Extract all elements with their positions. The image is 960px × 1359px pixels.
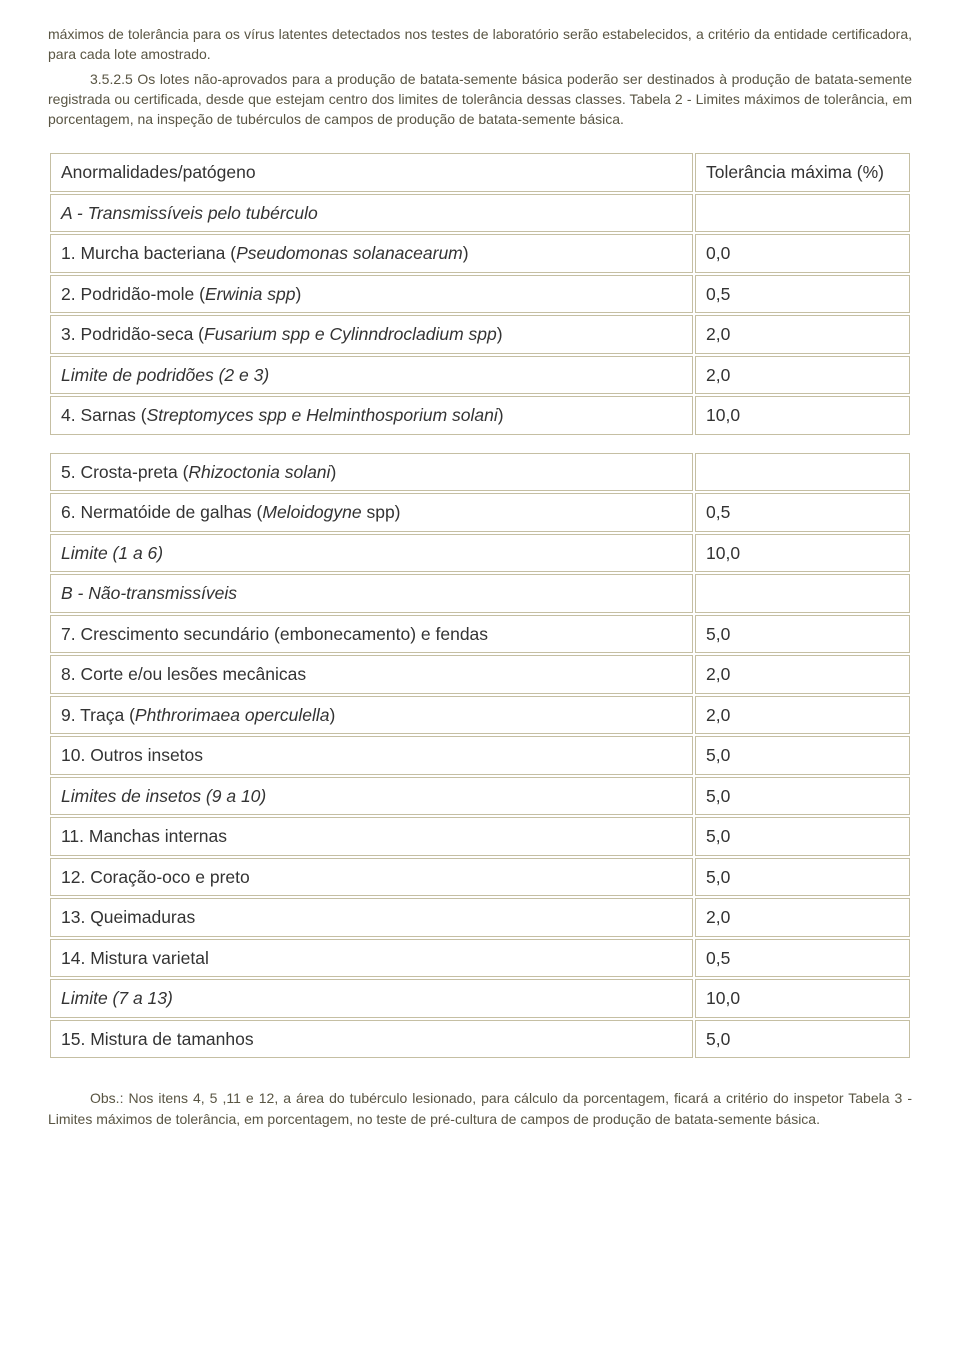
table-cell-label: 11. Manchas internas bbox=[50, 817, 693, 856]
table-cell-label: 7. Crescimento secundário (embonecamento… bbox=[50, 615, 693, 654]
table-cell-label: 15. Mistura de tamanhos bbox=[50, 1020, 693, 1059]
table-header-tolerance: Tolerância máxima (%) bbox=[695, 153, 910, 192]
table-cell-label: 5. Crosta-preta (Rhizoctonia solani) bbox=[50, 453, 693, 492]
table-cell-value: 0,5 bbox=[695, 493, 910, 532]
table-cell-value: 2,0 bbox=[695, 356, 910, 395]
table-cell-label: 4. Sarnas (Streptomyces spp e Helminthos… bbox=[50, 396, 693, 435]
table-cell-value: 2,0 bbox=[695, 696, 910, 735]
table-cell-value: 5,0 bbox=[695, 817, 910, 856]
table-cell-value: 2,0 bbox=[695, 315, 910, 354]
table-cell-label: Limite (7 a 13) bbox=[50, 979, 693, 1018]
table-cell-label: 12. Coração-oco e preto bbox=[50, 858, 693, 897]
table-cell-label: 13. Queimaduras bbox=[50, 898, 693, 937]
intro-paragraph-numbered: 3.5.2.5 Os lotes não-aprovados para a pr… bbox=[48, 69, 912, 130]
table-cell-label: 9. Traça (Phthrorimaea operculella) bbox=[50, 696, 693, 735]
intro-paragraph-1: máximos de tolerância para os vírus late… bbox=[48, 24, 912, 65]
table-cell-value: 5,0 bbox=[695, 777, 910, 816]
table-cell-label: Limite de podridões (2 e 3) bbox=[50, 356, 693, 395]
tolerance-table: Anormalidades/patógenoTolerância máxima … bbox=[48, 151, 912, 1060]
table-cell-value bbox=[695, 453, 910, 492]
tolerance-table-container: Anormalidades/patógenoTolerância máxima … bbox=[48, 151, 912, 1060]
table-cell-value: 5,0 bbox=[695, 858, 910, 897]
table-cell-value: 10,0 bbox=[695, 396, 910, 435]
table-cell-label: 2. Podridão-mole (Erwinia spp) bbox=[50, 275, 693, 314]
table-cell-label: Limites de insetos (9 a 10) bbox=[50, 777, 693, 816]
table-cell-value: 0,5 bbox=[695, 275, 910, 314]
table-cell-value: 2,0 bbox=[695, 898, 910, 937]
table-cell-label: 8. Corte e/ou lesões mecânicas bbox=[50, 655, 693, 694]
table-cell-value: 5,0 bbox=[695, 736, 910, 775]
table-cell-label: B - Não-transmissíveis bbox=[50, 574, 693, 613]
table-cell-value: 10,0 bbox=[695, 534, 910, 573]
table-cell-label: 6. Nermatóide de galhas (Meloidogyne spp… bbox=[50, 493, 693, 532]
table-cell-label: 1. Murcha bacteriana (Pseudomonas solana… bbox=[50, 234, 693, 273]
table-cell-label: 3. Podridão-seca (Fusarium spp e Cylinnd… bbox=[50, 315, 693, 354]
table-cell-label: 14. Mistura varietal bbox=[50, 939, 693, 978]
table-cell-value: 0,0 bbox=[695, 234, 910, 273]
table-cell-value bbox=[695, 194, 910, 233]
table-gap bbox=[50, 437, 910, 451]
table-cell-label: A - Transmissíveis pelo tubérculo bbox=[50, 194, 693, 233]
table-cell-label: Limite (1 a 6) bbox=[50, 534, 693, 573]
table-cell-value: 0,5 bbox=[695, 939, 910, 978]
table-cell-value: 5,0 bbox=[695, 1020, 910, 1059]
table-cell-value: 5,0 bbox=[695, 615, 910, 654]
table-cell-value: 2,0 bbox=[695, 655, 910, 694]
footnote-obs: Obs.: Nos itens 4, 5 ,11 e 12, a área do… bbox=[48, 1088, 912, 1129]
table-cell-value bbox=[695, 574, 910, 613]
table-cell-label: 10. Outros insetos bbox=[50, 736, 693, 775]
table-cell-value: 10,0 bbox=[695, 979, 910, 1018]
table-header-anomaly: Anormalidades/patógeno bbox=[50, 153, 693, 192]
